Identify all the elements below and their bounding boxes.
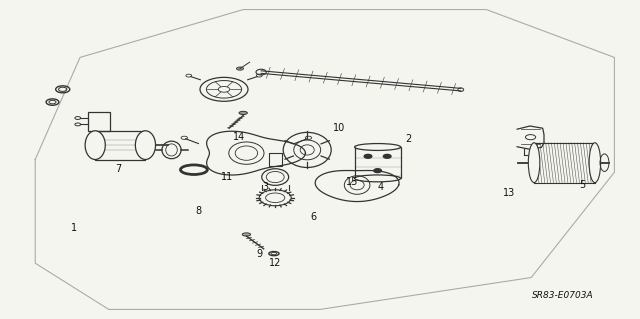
Text: 2: 2 bbox=[405, 134, 412, 144]
Text: 10: 10 bbox=[333, 122, 346, 133]
Circle shape bbox=[383, 154, 391, 158]
Ellipse shape bbox=[239, 111, 248, 115]
Ellipse shape bbox=[136, 131, 156, 160]
Text: 6: 6 bbox=[310, 212, 317, 222]
Text: 9: 9 bbox=[256, 249, 262, 259]
Ellipse shape bbox=[529, 143, 540, 182]
Ellipse shape bbox=[237, 67, 244, 70]
Ellipse shape bbox=[589, 143, 600, 182]
Text: 4: 4 bbox=[378, 182, 384, 192]
Bar bbox=[355, 147, 401, 178]
Text: 3: 3 bbox=[262, 182, 269, 192]
Text: SR83-E0703A: SR83-E0703A bbox=[532, 291, 594, 300]
Text: 1: 1 bbox=[70, 223, 77, 233]
Circle shape bbox=[374, 169, 381, 173]
Text: 15: 15 bbox=[346, 177, 358, 187]
Text: 13: 13 bbox=[502, 188, 515, 198]
Text: 5: 5 bbox=[579, 180, 586, 190]
Bar bbox=[95, 131, 145, 160]
Text: 7: 7 bbox=[115, 164, 122, 174]
Ellipse shape bbox=[243, 233, 251, 236]
Text: 12: 12 bbox=[269, 258, 282, 268]
Ellipse shape bbox=[85, 131, 105, 160]
Text: 14: 14 bbox=[232, 132, 245, 142]
Circle shape bbox=[364, 154, 372, 158]
Text: 11: 11 bbox=[221, 172, 234, 182]
Text: 8: 8 bbox=[195, 205, 202, 216]
Ellipse shape bbox=[355, 175, 401, 182]
Ellipse shape bbox=[355, 144, 401, 151]
